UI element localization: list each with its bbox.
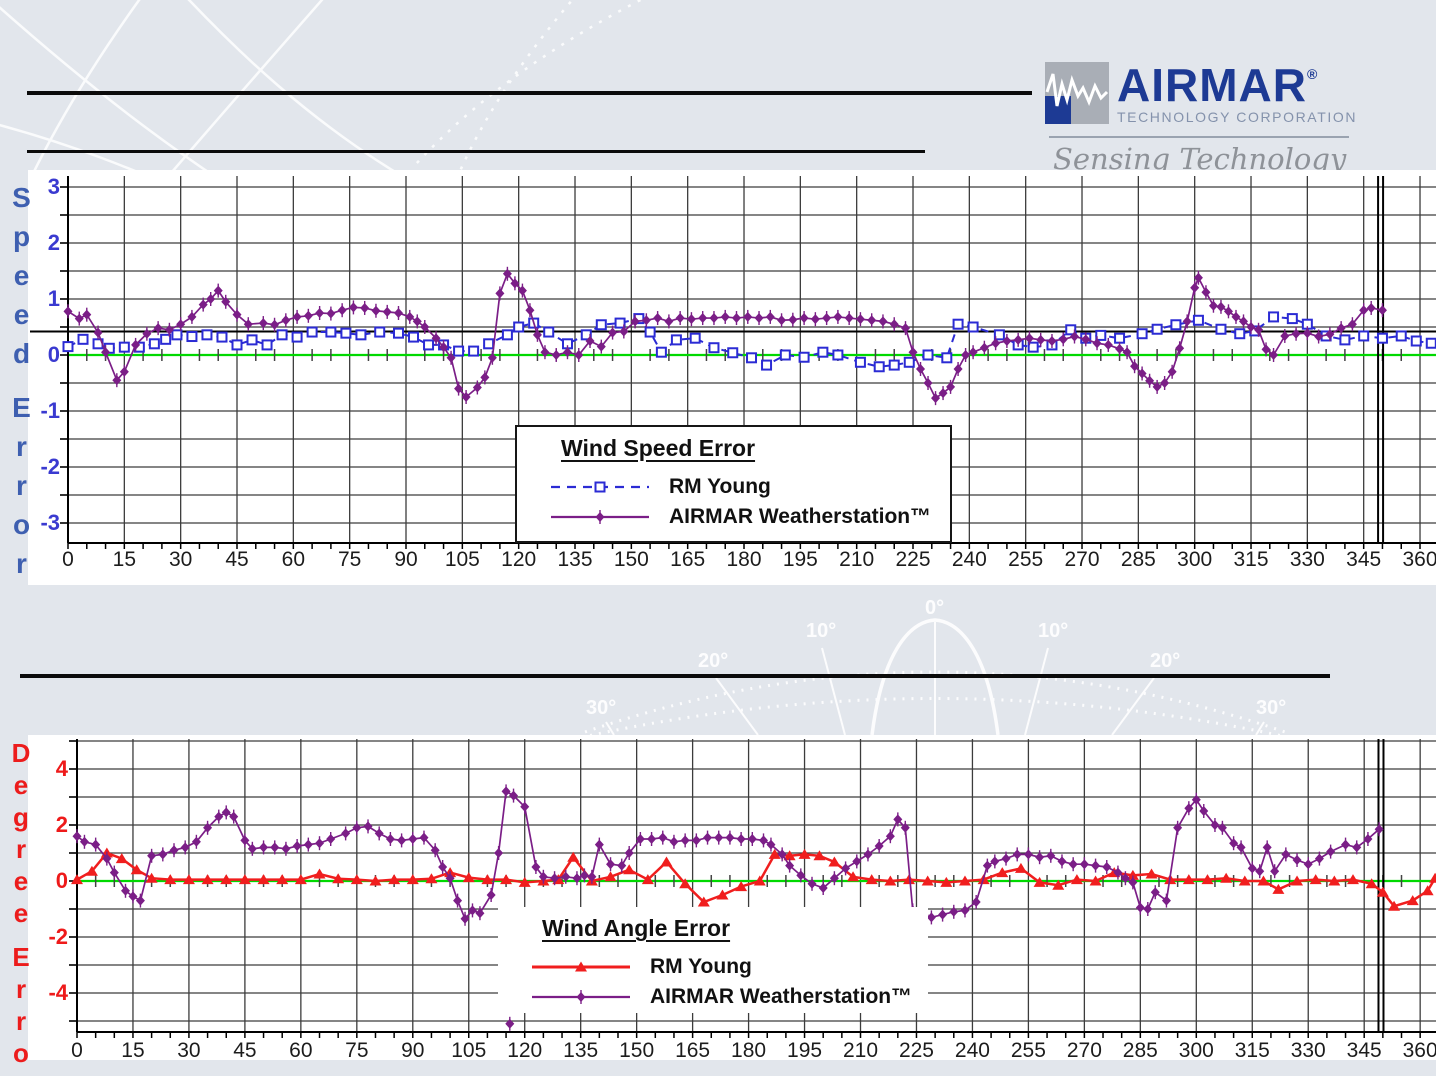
compass-angle-label: 10° bbox=[806, 620, 837, 642]
compass-angle-label: 0° bbox=[925, 597, 945, 619]
compass-angle-label: 30° bbox=[1256, 697, 1287, 719]
wind-angle-legend-title: Wind Angle Error bbox=[542, 915, 731, 941]
wind-angle-legend: Wind Angle Error RM Young AIRMAR Weather… bbox=[498, 907, 928, 1013]
registered-mark: ® bbox=[1306, 66, 1318, 82]
middle-rule-line bbox=[20, 674, 1330, 678]
rm-young-triangle-icon bbox=[532, 961, 630, 972]
airmar-line-diamond-icon bbox=[532, 990, 630, 1004]
wind-speed-legend-title: Wind Speed Error bbox=[561, 435, 756, 461]
compass-angle-label: 10° bbox=[1038, 620, 1069, 642]
brand-subtitle: TECHNOLOGY CORPORATION bbox=[1117, 109, 1358, 125]
legend-label-airmar-angle: AIRMAR Weatherstation™ bbox=[650, 985, 913, 1008]
rm-young-dashed-square-icon bbox=[551, 481, 649, 493]
y-axis-word-error-top: Error bbox=[6, 392, 37, 587]
compass-angle-label: 20° bbox=[698, 650, 729, 672]
wind-speed-legend: Wind Speed Error RM Young AIRMAR Weather… bbox=[515, 425, 952, 543]
airmar-logo-icon bbox=[1045, 62, 1109, 124]
airmar-logo: AIRMAR® TECHNOLOGY CORPORATION Sensing T… bbox=[1045, 59, 1365, 176]
compass-angle-label: 30° bbox=[586, 697, 617, 719]
y-axis-word-speed: Speed bbox=[6, 182, 37, 377]
legend-label-airmar: AIRMAR Weatherstation™ bbox=[669, 505, 932, 528]
brand-name: AIRMAR bbox=[1117, 59, 1307, 111]
background-curves-watermark bbox=[0, 0, 644, 180]
second-rule-line bbox=[27, 150, 925, 153]
top-rule-line bbox=[27, 91, 1032, 95]
logo-divider bbox=[1049, 136, 1349, 138]
compass-angle-label: 20° bbox=[1150, 650, 1181, 672]
y-axis-word-error-bottom: Error bbox=[6, 942, 36, 1076]
legend-label-rm-young-angle: RM Young bbox=[650, 955, 752, 978]
airmar-line-diamond-icon bbox=[551, 510, 649, 524]
legend-label-rm-young: RM Young bbox=[669, 475, 771, 498]
y-axis-word-degree: Degree bbox=[6, 738, 36, 930]
